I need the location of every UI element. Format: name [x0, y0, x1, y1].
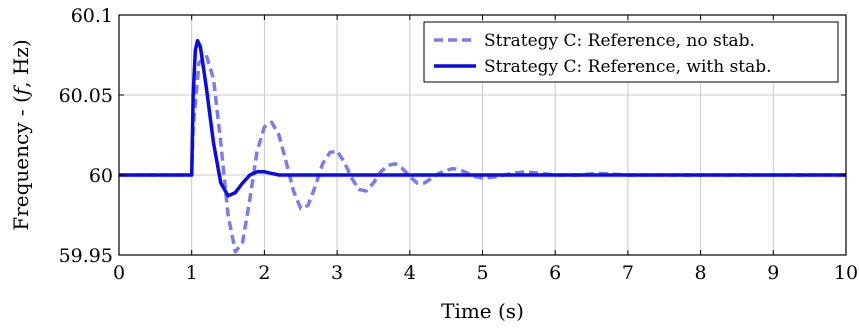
y-tick-label: 59.95 [59, 245, 113, 267]
series-layer [119, 38, 846, 254]
y-axis-label: Frequency - (f, Hz) [9, 39, 33, 230]
y-tick-label: 60.05 [59, 85, 113, 107]
x-tick-label: 6 [549, 262, 561, 284]
y-tick-label: 60.1 [71, 5, 113, 27]
x-tick-label: 0 [113, 262, 125, 284]
axis-ticks: 0 1 2 3 4 5 6 7 8 9 10 59.95 60 60.05 60.1 [59, 5, 859, 284]
legend-entry-label: Strategy C: Reference, no stab. [484, 31, 755, 51]
x-tick-label: 5 [476, 262, 488, 284]
legend: Strategy C: Reference, no stab. Strategy … [423, 21, 839, 83]
x-tick-label: 9 [767, 262, 779, 284]
x-tick-label: 2 [258, 262, 270, 284]
series-line-2 [119, 38, 846, 198]
x-tick-label: 1 [186, 262, 198, 284]
y-tick-label: 60 [89, 165, 113, 187]
x-tick-label: 7 [622, 262, 634, 284]
x-axis-label: Time (s) [441, 299, 524, 323]
x-tick-label: 3 [331, 262, 343, 284]
legend-box [423, 21, 839, 83]
x-tick-label: 4 [404, 262, 416, 284]
x-tick-label: 10 [834, 262, 858, 284]
x-tick-label: 8 [695, 262, 707, 284]
legend-entry-label: Strategy C: Reference, with stab. [484, 57, 772, 77]
